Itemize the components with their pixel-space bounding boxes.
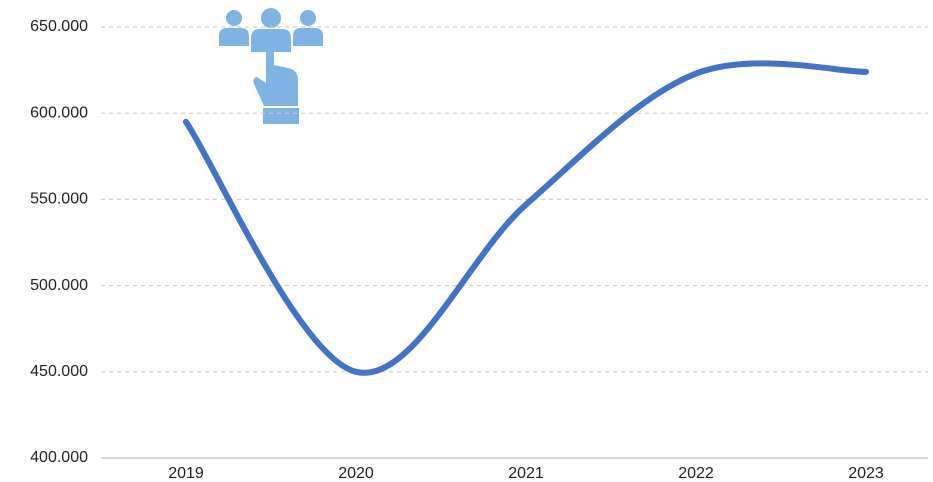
x-tick-label: 2023: [848, 465, 884, 482]
y-tick-label: 550.000: [30, 191, 88, 208]
x-tick-label: 2022: [678, 465, 714, 482]
x-tick-label: 2020: [338, 465, 374, 482]
y-tick-label: 450.000: [30, 363, 88, 380]
line: [183, 60, 869, 376]
y-tick-label: 650.000: [30, 18, 88, 35]
x-tick-label: 2019: [168, 465, 204, 482]
x-tick-label: 2021: [508, 465, 544, 482]
y-tick-label: 600.000: [30, 104, 88, 121]
y-tick-label: 500.000: [30, 277, 88, 294]
y-tick-label: 400.000: [30, 449, 88, 466]
people-icon: [219, 8, 323, 124]
